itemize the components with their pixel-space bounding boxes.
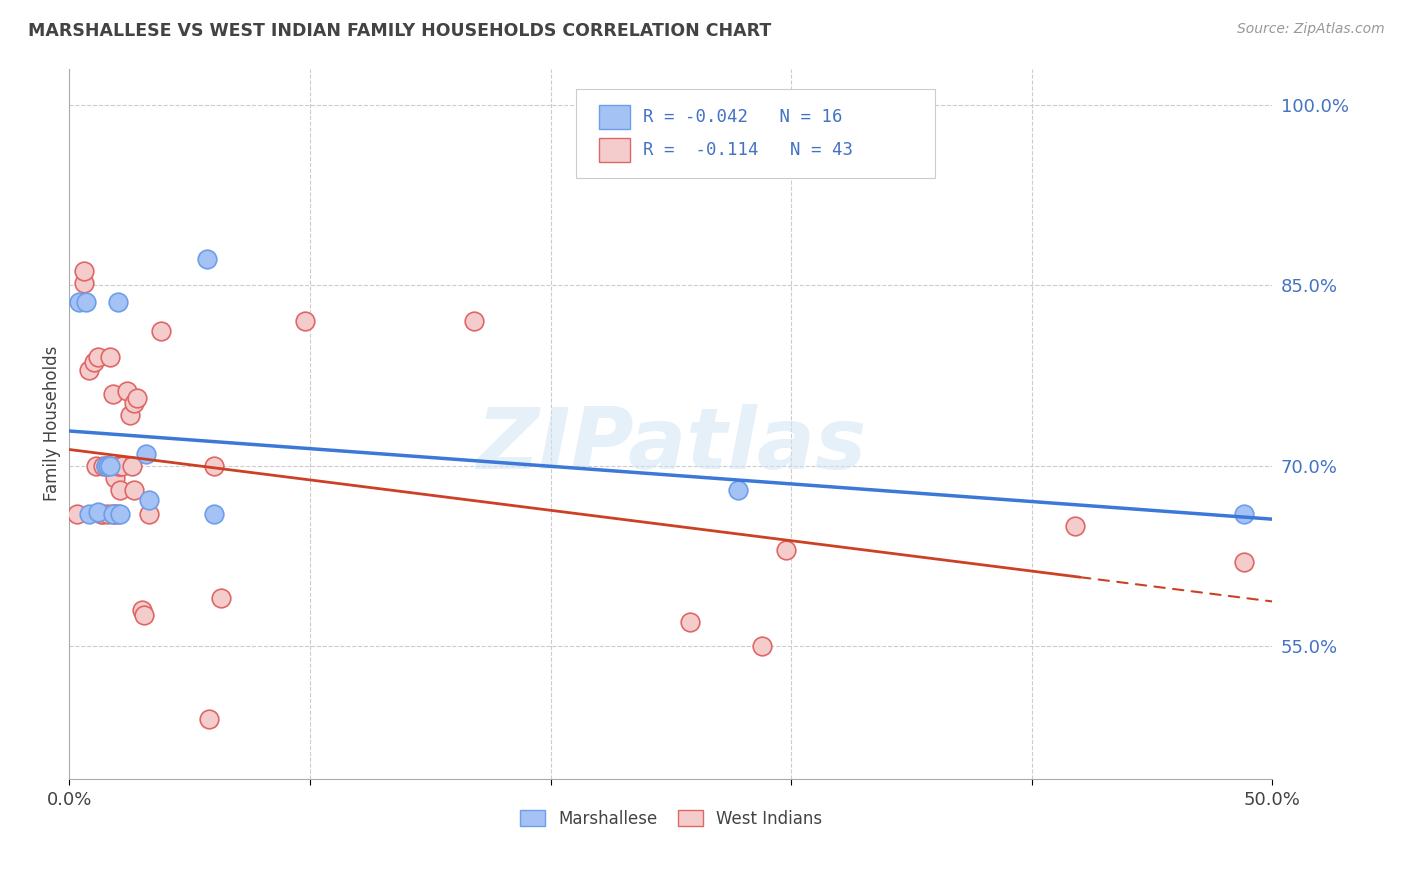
Text: R = -0.042   N = 16: R = -0.042 N = 16 (643, 108, 842, 126)
Text: MARSHALLESE VS WEST INDIAN FAMILY HOUSEHOLDS CORRELATION CHART: MARSHALLESE VS WEST INDIAN FAMILY HOUSEH… (28, 22, 772, 40)
Point (83, 355, 105, 369)
Point (751, 640, 773, 654)
Text: Source: ZipAtlas.com: Source: ZipAtlas.com (1237, 22, 1385, 37)
Point (104, 471, 127, 485)
Point (84, 458, 107, 473)
Point (135, 447, 157, 461)
Point (198, 712, 221, 726)
Point (108, 458, 131, 473)
Point (124, 396, 146, 410)
Point (209, 591, 232, 606)
Point (138, 492, 160, 507)
Point (463, 314, 485, 328)
Point (75, 295, 97, 310)
Point (131, 603, 153, 617)
Point (77, 362, 100, 376)
Point (73, 264, 96, 278)
Point (121, 458, 143, 473)
Point (107, 458, 129, 473)
Point (101, 507, 124, 521)
Point (97, 458, 120, 473)
Point (94, 458, 117, 473)
Point (679, 615, 702, 630)
Point (108, 483, 131, 497)
Point (202, 458, 225, 473)
Point (727, 483, 749, 497)
Y-axis label: Family Households: Family Households (44, 346, 60, 501)
Point (104, 507, 127, 521)
Point (97, 507, 120, 521)
Point (1233, 555, 1256, 569)
Point (66, 507, 89, 521)
Point (77, 507, 100, 521)
Point (98, 351, 121, 365)
Point (98, 458, 121, 473)
Text: R =  -0.114   N = 43: R = -0.114 N = 43 (643, 141, 852, 159)
Legend: Marshallese, West Indians: Marshallese, West Indians (513, 803, 828, 835)
Point (101, 386, 124, 401)
Point (87, 505, 110, 519)
Point (132, 608, 155, 623)
Point (1233, 507, 1256, 521)
Point (195, 252, 218, 266)
Point (149, 324, 172, 338)
Point (107, 507, 129, 521)
Point (73, 276, 96, 290)
Point (111, 458, 134, 473)
Point (138, 507, 160, 521)
Point (124, 483, 146, 497)
Point (97, 458, 120, 473)
Point (775, 543, 797, 558)
Point (118, 409, 141, 423)
Point (67, 295, 90, 310)
Text: ZIPatlas: ZIPatlas (475, 403, 866, 486)
Point (91, 458, 114, 473)
Point (115, 384, 138, 399)
Point (107, 295, 129, 310)
Point (90, 507, 112, 521)
Point (294, 314, 316, 328)
Point (91, 507, 114, 521)
Point (87, 351, 110, 365)
Point (1064, 519, 1087, 533)
Point (108, 507, 131, 521)
Point (202, 507, 225, 521)
Point (125, 392, 148, 406)
Point (101, 507, 124, 521)
Point (94, 458, 117, 473)
